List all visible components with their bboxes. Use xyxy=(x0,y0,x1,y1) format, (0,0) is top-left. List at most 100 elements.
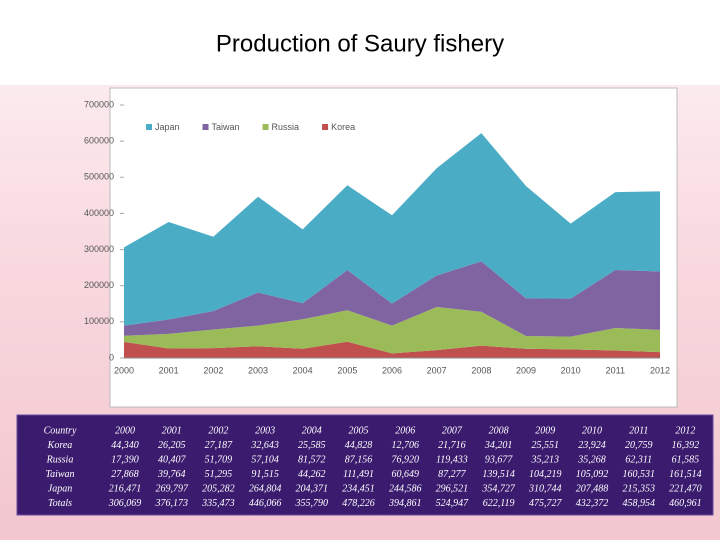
slide-title: Production of Saury fishery xyxy=(216,30,504,57)
legend-label: Japan xyxy=(155,122,180,132)
y-tick-label: 200000 xyxy=(84,280,114,290)
table-cell: 269,797 xyxy=(155,483,189,494)
table-cell: 27,868 xyxy=(111,469,139,480)
table-cell: 87,156 xyxy=(345,454,373,465)
legend-swatch xyxy=(322,124,329,130)
x-tick-label: 2004 xyxy=(293,365,313,375)
table-cell: 335,473 xyxy=(201,498,235,509)
x-tick-label: 2011 xyxy=(606,365,625,375)
x-tick-label: 2003 xyxy=(248,365,268,375)
table-cell: 61,585 xyxy=(672,454,700,465)
title-band xyxy=(0,0,720,85)
y-tick-label: 100000 xyxy=(84,316,114,326)
table-cell: 432,372 xyxy=(576,498,609,509)
table-cell: 26,205 xyxy=(158,440,186,451)
table-cell: 2009 xyxy=(535,425,555,436)
table-cell: 2001 xyxy=(162,425,182,436)
table-cell: 234,451 xyxy=(342,483,375,494)
table-cell: 104,219 xyxy=(529,469,562,480)
table-cell: 216,471 xyxy=(109,483,142,494)
legend-swatch xyxy=(262,124,269,130)
table-cell: 44,262 xyxy=(298,469,326,480)
area xyxy=(124,133,660,326)
legend-label: Russia xyxy=(272,122,300,132)
x-tick-label: 2002 xyxy=(203,365,223,375)
x-tick-label: 2000 xyxy=(114,365,134,375)
table-cell: 296,521 xyxy=(436,483,469,494)
table-cell: 25,551 xyxy=(532,440,560,451)
table-cell: 446,066 xyxy=(249,498,282,509)
table-cell: 2010 xyxy=(582,425,602,436)
table-cell: 40,407 xyxy=(158,454,187,465)
table-cell: 2004 xyxy=(302,425,322,436)
x-tick-label: 2007 xyxy=(427,365,447,375)
y-tick-label: 0 xyxy=(109,352,114,362)
legend-swatch xyxy=(146,124,152,130)
table-cell: Totals xyxy=(48,498,72,509)
table-cell: 81,572 xyxy=(298,454,326,465)
x-tick-label: 2001 xyxy=(159,365,179,375)
table-cell: 2003 xyxy=(255,425,275,436)
table-cell: 460,961 xyxy=(669,498,702,509)
y-tick-label: 300000 xyxy=(84,244,114,254)
table-cell: 2002 xyxy=(208,425,228,436)
table-cell: 51,709 xyxy=(205,454,233,465)
table-cell: 310,744 xyxy=(528,483,562,494)
table-cell: 111,491 xyxy=(343,469,374,480)
table-cell: 44,828 xyxy=(345,440,373,451)
area xyxy=(124,341,660,358)
area xyxy=(124,261,660,337)
table-cell: 105,092 xyxy=(576,469,609,480)
x-tick-label: 2005 xyxy=(337,365,357,375)
table-cell: 2000 xyxy=(115,425,135,436)
x-tick-label: 2008 xyxy=(471,365,491,375)
table-cell: 16,392 xyxy=(672,440,700,451)
table-cell: 35,213 xyxy=(531,454,560,465)
table-cell: 244,586 xyxy=(389,483,422,494)
legend-swatch xyxy=(202,124,209,130)
table-cell: 17,390 xyxy=(111,454,139,465)
table-cell: 21,716 xyxy=(438,440,466,451)
table-cell: 2011 xyxy=(629,425,648,436)
table-cell: 2005 xyxy=(349,425,369,436)
table-cell: 354,727 xyxy=(481,483,516,494)
table-cell: 2008 xyxy=(489,425,509,436)
table-cell: 27,187 xyxy=(205,440,234,451)
table-cell: 376,173 xyxy=(154,498,188,509)
table-cell: 23,924 xyxy=(578,440,606,451)
table-cell: 62,311 xyxy=(625,454,652,465)
x-tick-label: 2010 xyxy=(561,365,581,375)
y-tick-label: 600000 xyxy=(84,136,114,146)
area xyxy=(124,306,660,354)
table-cell: 394,861 xyxy=(388,498,422,509)
table-cell: 87,277 xyxy=(438,469,467,480)
table-frame xyxy=(16,414,714,516)
table-cell: 57,104 xyxy=(251,454,279,465)
table-cell: 207,488 xyxy=(576,483,609,494)
legend-label: Korea xyxy=(331,122,355,132)
table-cell: Russia xyxy=(46,454,74,465)
table-cell: 205,282 xyxy=(202,483,235,494)
table-cell: 39,764 xyxy=(157,469,186,480)
y-tick-label: 700000 xyxy=(84,99,114,109)
table-cell: 2006 xyxy=(395,425,415,436)
table-cell: 458,954 xyxy=(622,498,655,509)
x-tick-label: 2006 xyxy=(382,365,402,375)
x-tick-label: 2012 xyxy=(650,365,670,375)
table-cell: 25,585 xyxy=(298,440,326,451)
table-cell: 622,119 xyxy=(483,498,515,509)
table-cell: 76,920 xyxy=(391,454,419,465)
table-cell: 264,804 xyxy=(249,483,282,494)
table-cell: 91,515 xyxy=(251,469,279,480)
table-cell: 119,433 xyxy=(436,454,468,465)
table-cell: 306,069 xyxy=(108,498,142,509)
table-cell: 355,790 xyxy=(295,498,329,509)
table-cell: 2012 xyxy=(675,425,695,436)
table-cell: 478,226 xyxy=(342,498,375,509)
table-cell: 35,268 xyxy=(577,454,606,465)
table-cell: 60,649 xyxy=(391,469,419,480)
table-cell: 475,727 xyxy=(529,498,563,509)
table-cell: 215,353 xyxy=(622,483,655,494)
x-tick-label: 2009 xyxy=(516,365,536,375)
